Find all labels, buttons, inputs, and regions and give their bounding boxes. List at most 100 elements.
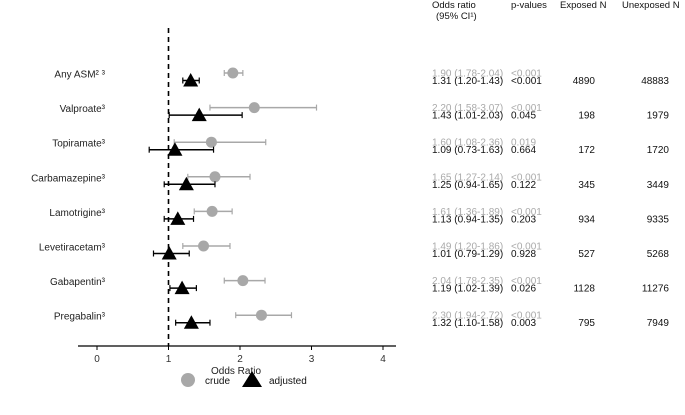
header-odds-ratio: Odds ratio	[432, 0, 476, 11]
header-unexposed-n: Unexposed N	[622, 0, 680, 11]
row-label: Carbamazepine³	[31, 173, 106, 184]
adjusted-point	[170, 211, 186, 225]
table-row: Levetiracetam³ 1.49 (1.20-1.86) <0.001 1.01…	[39, 240, 670, 260]
exposed-n-text: 934	[578, 214, 595, 225]
exposed-n-text: 198	[578, 111, 595, 122]
adjusted-p-text: 0.026	[511, 284, 536, 295]
table-headers: Odds ratio (95% CI¹) p-values Exposed N …	[432, 0, 680, 22]
data-rows: Any ASM² ³ 1.90 (1.78-2.04) <0.001 1.31 (1.…	[31, 67, 670, 329]
adjusted-or-text: 1.43 (1.01-2.03)	[432, 111, 503, 122]
adjusted-or-text: 1.09 (0.73-1.63)	[432, 145, 503, 156]
adjusted-or-text: 1.01 (0.79-1.29)	[432, 249, 503, 260]
exposed-n-text: 4890	[573, 76, 596, 87]
crude-p-text: <0.001	[511, 69, 542, 80]
crude-or-text: 1.61 (1.36-1.89)	[432, 207, 503, 218]
adjusted-p-text: 0.045	[511, 111, 536, 122]
crude-point	[209, 171, 221, 183]
adjusted-point	[183, 315, 199, 329]
adjusted-p-text: 0.003	[511, 318, 536, 329]
adjusted-point	[183, 73, 199, 87]
crude-p-text: <0.001	[511, 172, 542, 183]
unexposed-n-text: 11276	[642, 284, 670, 295]
legend: crude adjusted	[181, 371, 307, 387]
table-row: Lamotrigine³ 1.61 (1.36-1.89) <0.001 1.13 (…	[49, 205, 670, 225]
legend-crude-marker	[181, 373, 195, 387]
crude-p-text: <0.001	[511, 103, 542, 114]
crude-point	[206, 205, 218, 217]
crude-point	[198, 240, 210, 252]
crude-p-text: <0.001	[511, 311, 542, 322]
adjusted-p-text: 0.664	[511, 145, 536, 156]
row-label: Topiramate³	[52, 139, 105, 150]
crude-p-text: 0.019	[511, 138, 536, 149]
adjusted-or-text: 1.25 (0.94-1.65)	[432, 180, 503, 191]
adjusted-or-text: 1.32 (1.10-1.58)	[432, 318, 503, 329]
adjusted-point	[167, 142, 183, 156]
row-label: Valproate³	[60, 104, 106, 115]
header-odds-ratio-ci: (95% CI¹)	[436, 11, 477, 22]
adjusted-point	[161, 246, 177, 260]
adjusted-p-text: 0.928	[511, 249, 536, 260]
adjusted-or-text: 1.31 (1.20-1.43)	[432, 76, 503, 87]
crude-or-text: 1.90 (1.78-2.04)	[432, 69, 503, 80]
unexposed-n-text: 3449	[647, 180, 670, 191]
table-row: Valproate³ 2.20 (1.58-3.07) <0.001 1.43 (1.…	[60, 102, 670, 122]
crude-point	[255, 309, 267, 321]
row-label: Gabapentin³	[50, 277, 106, 288]
unexposed-n-text: 7949	[647, 318, 670, 329]
x-tick-label: 2	[237, 354, 243, 365]
row-label: Pregabalin³	[54, 312, 106, 323]
x-tick-label: 1	[166, 354, 172, 365]
x-axis: 0 1 2 3 4 Odds Ratio	[78, 345, 396, 377]
adjusted-point	[191, 107, 207, 122]
crude-p-text: <0.001	[511, 242, 542, 253]
row-label: Levetiracetam³	[39, 243, 106, 254]
crude-or-text: 1.49 (1.20-1.86)	[432, 242, 503, 253]
unexposed-n-text: 1979	[647, 111, 670, 122]
x-axis-title: Odds Ratio	[211, 366, 261, 377]
crude-point	[205, 136, 217, 148]
crude-or-text: 2.20 (1.58-3.07)	[432, 103, 503, 114]
legend-adjusted-label: adjusted	[269, 376, 307, 387]
crude-point	[227, 67, 239, 79]
adjusted-or-text: 1.13 (0.94-1.35)	[432, 214, 503, 225]
exposed-n-text: 527	[578, 249, 595, 260]
header-exposed-n: Exposed N	[560, 0, 607, 11]
legend-adjusted-marker	[242, 371, 262, 387]
crude-point	[248, 102, 260, 114]
adjusted-point	[178, 176, 194, 191]
adjusted-p-text: 0.122	[511, 180, 536, 191]
crude-or-text: 1.60 (1.08-2.36)	[432, 138, 503, 149]
adjusted-or-text: 1.19 (1.02-1.39)	[432, 284, 503, 295]
header-p-values: p-values	[511, 0, 547, 11]
crude-or-text: 2.30 (1.94-2.72)	[432, 311, 503, 322]
x-tick-label: 0	[94, 354, 100, 365]
exposed-n-text: 345	[578, 180, 595, 191]
table-row: Any ASM² ³ 1.90 (1.78-2.04) <0.001 1.31 (1.…	[54, 67, 669, 87]
unexposed-n-text: 5268	[647, 249, 670, 260]
row-label: Lamotrigine³	[49, 208, 105, 219]
x-tick-label: 3	[309, 354, 315, 365]
table-row: Pregabalin³ 2.30 (1.94-2.72) <0.001 1.32 (1…	[54, 309, 670, 329]
exposed-n-text: 795	[578, 318, 595, 329]
table-row: Topiramate³ 1.60 (1.08-2.36) 0.019 1.09 (0.…	[52, 136, 670, 156]
crude-or-text: 2.04 (1.78-2.35)	[432, 276, 503, 287]
unexposed-n-text: 1720	[647, 145, 670, 156]
adjusted-p-text: <0.001	[511, 76, 542, 87]
exposed-n-text: 1128	[573, 284, 595, 295]
exposed-n-text: 172	[578, 145, 595, 156]
crude-point	[237, 275, 249, 287]
adjusted-p-text: 0.203	[511, 214, 536, 225]
crude-p-text: <0.001	[511, 207, 542, 218]
crude-p-text: <0.001	[511, 276, 542, 287]
x-tick-label: 4	[380, 354, 386, 365]
adjusted-point	[174, 280, 190, 295]
table-row: Carbamazepine³ 1.65 (1.27-2.14) <0.001 1.25…	[31, 171, 669, 191]
legend-crude-label: crude	[205, 376, 230, 387]
table-row: Gabapentin³ 2.04 (1.78-2.35) <0.001 1.19 (1…	[50, 275, 669, 295]
unexposed-n-text: 48883	[641, 76, 669, 87]
crude-or-text: 1.65 (1.27-2.14)	[432, 172, 503, 183]
unexposed-n-text: 9335	[647, 214, 670, 225]
row-label: Any ASM² ³	[54, 70, 105, 81]
